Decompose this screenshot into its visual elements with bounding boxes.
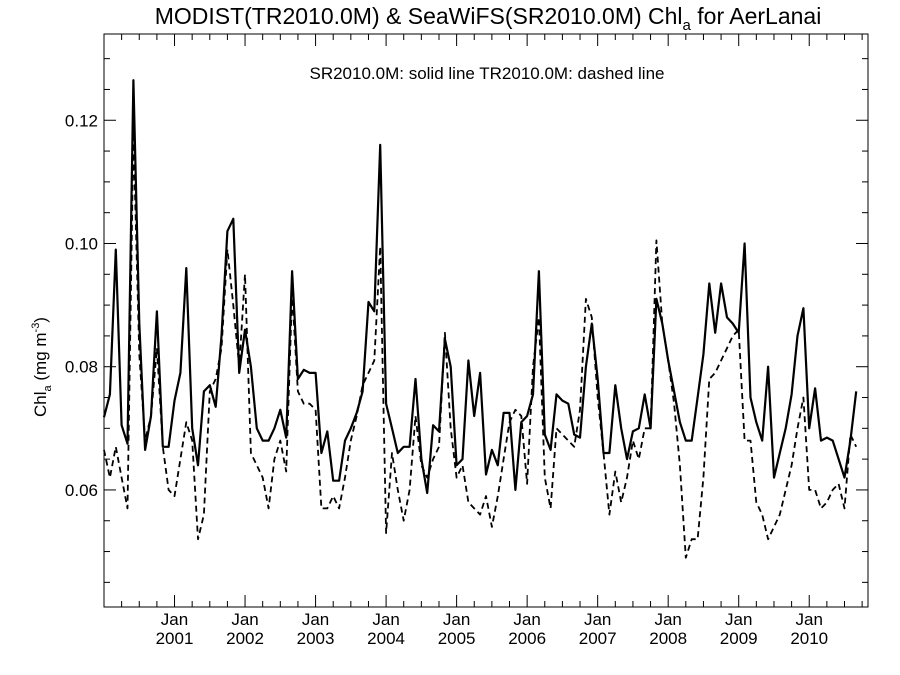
x-tick-month-label: Jan: [302, 610, 329, 629]
series-line-SR2010.0M: [102, 79, 858, 495]
y-axis-ticks: 0.06 0.08 0.10 0.12: [65, 111, 868, 500]
x-tick-year-label: 2009: [720, 629, 758, 648]
x-tick-year-label: 2001: [156, 629, 194, 648]
x-tick-month-label: Jan: [372, 610, 399, 629]
y-minor-ticks: [104, 58, 868, 583]
y-axis-label: Chla (mg m-3): [30, 317, 54, 417]
x-tick-year-label: 2002: [226, 629, 264, 648]
chart-title: MODIST(TR2010.0M) & SeaWiFS(SR2010.0M) C…: [155, 3, 822, 34]
x-tick-year-label: 2005: [438, 629, 476, 648]
x-tick-month-label: Jan: [584, 610, 611, 629]
x-tick-year-label: 2010: [790, 629, 828, 648]
x-tick-year-label: 2004: [367, 629, 405, 648]
y-tick-label: 0.10: [65, 234, 98, 253]
x-tick-month-label: Jan: [513, 610, 540, 629]
x-tick-year-label: 2006: [508, 629, 546, 648]
x-tick-month-label: Jan: [161, 610, 188, 629]
y-tick-label: 0.08: [65, 358, 98, 377]
x-tick-month-label: Jan: [654, 610, 681, 629]
series-lines: [102, 79, 858, 559]
x-tick-year-label: 2008: [649, 629, 687, 648]
x-tick-month-label: Jan: [231, 610, 258, 629]
y-tick-label: 0.06: [65, 481, 98, 500]
x-tick-month-label: Jan: [725, 610, 752, 629]
x-tick-month-label: Jan: [443, 610, 470, 629]
legend-note: SR2010.0M: solid line TR2010.0M: dashed …: [309, 64, 664, 83]
x-tick-month-label: Jan: [796, 610, 823, 629]
x-tick-year-label: 2007: [579, 629, 617, 648]
x-axis-ticks: Jan2001Jan2002Jan2003Jan2004Jan2005Jan20…: [121, 34, 863, 648]
series-line-TR2010.0M: [103, 131, 858, 559]
plot-frame: [103, 33, 869, 608]
x-tick-year-label: 2003: [297, 629, 335, 648]
y-tick-label: 0.12: [65, 111, 98, 130]
